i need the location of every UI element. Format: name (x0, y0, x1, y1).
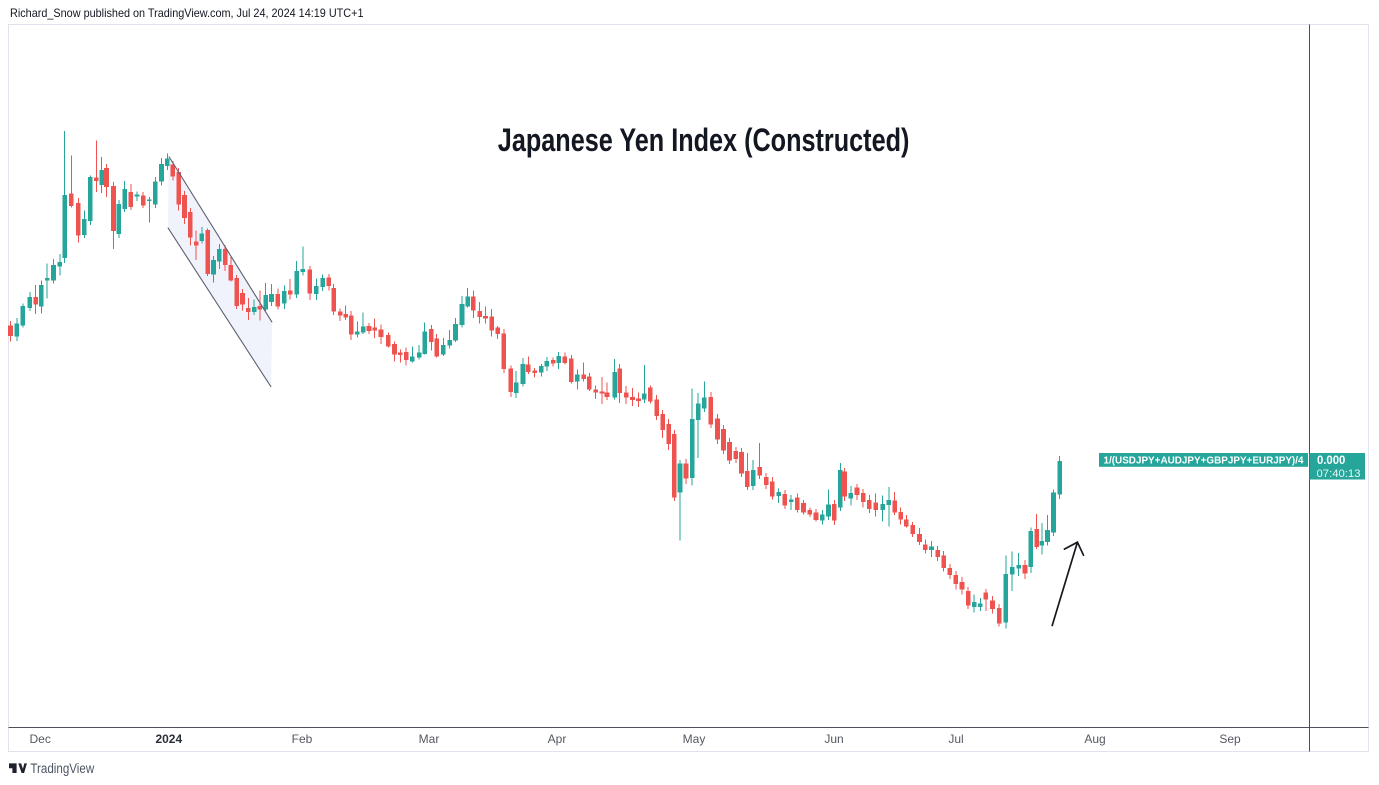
svg-text:Feb: Feb (292, 732, 313, 746)
svg-text:Sep: Sep (1219, 732, 1241, 746)
svg-text:2024: 2024 (155, 732, 182, 746)
svg-text:Japanese Yen Index (Constructe: Japanese Yen Index (Constructed) (498, 122, 910, 158)
svg-text:Jul: Jul (948, 732, 963, 746)
svg-text:TradingView: TradingView (30, 761, 94, 776)
svg-text:Richard_Snow published on Trad: Richard_Snow published on TradingView.co… (10, 6, 364, 20)
svg-text:1/(USDJPY+AUDJPY+GBPJPY+EURJPY: 1/(USDJPY+AUDJPY+GBPJPY+EURJPY)/4 (1104, 455, 1304, 467)
svg-text:Mar: Mar (419, 732, 440, 746)
svg-text:07:40:13: 07:40:13 (1317, 468, 1361, 480)
svg-text:Apr: Apr (548, 732, 567, 746)
svg-text:0.000: 0.000 (1317, 455, 1345, 467)
svg-text:Dec: Dec (30, 732, 51, 746)
svg-text:Aug: Aug (1084, 732, 1105, 746)
svg-text:Jun: Jun (824, 732, 843, 746)
svg-text:May: May (683, 732, 706, 746)
